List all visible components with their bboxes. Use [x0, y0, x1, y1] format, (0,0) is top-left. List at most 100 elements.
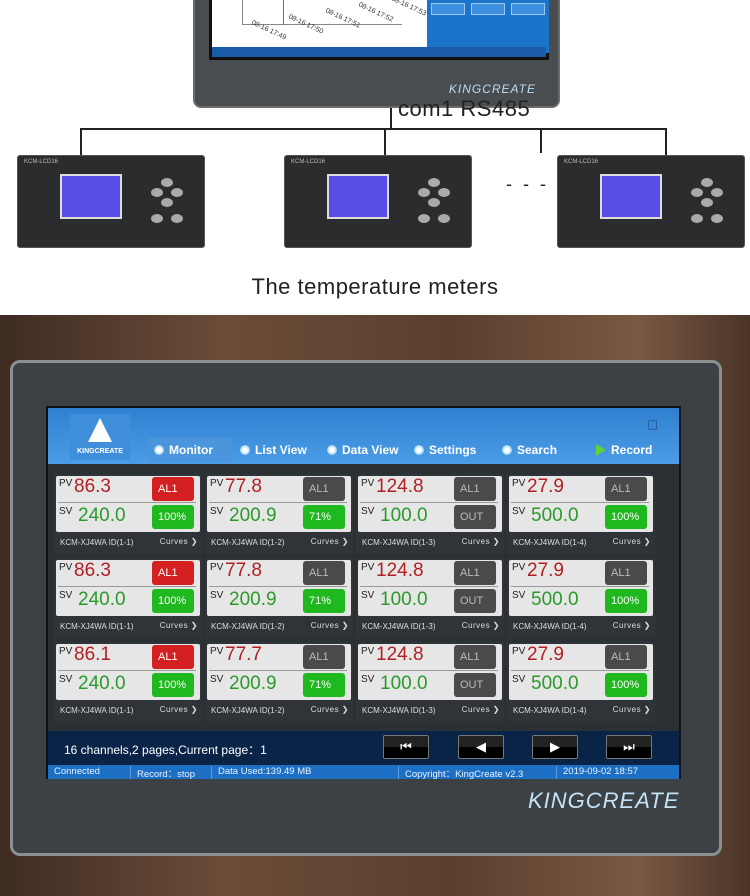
curves-link[interactable]: Curves ❯ [310, 537, 349, 546]
meter-key [151, 188, 163, 197]
curves-link[interactable]: Curves ❯ [612, 621, 651, 630]
host-screen: 08-16 17:49 08-16 17:50 08-16 17:51 08-1… [209, 0, 549, 60]
temperature-meter: KCM-LCD16 [284, 155, 472, 248]
tablet-device: KINGCREATE Monitor List View Data View S… [10, 360, 722, 856]
sv-value: 100.0 [380, 505, 428, 526]
alarm-badge: AL1 [605, 477, 647, 501]
pv-value: 77.7 [225, 644, 262, 665]
output-badge: OUT [454, 505, 496, 529]
channel-card[interactable]: PV 124.8 SV 100.0 AL1 OUT KCM-XJ4WA ID(1… [356, 474, 504, 554]
window-button[interactable] [648, 420, 657, 430]
page-info: 16 channels,2 pages,Current page：1 [64, 743, 267, 757]
output-badge: 100% [605, 589, 647, 613]
channel-card[interactable]: PV 86.3 SV 240.0 AL1 100% KCM-XJ4WA ID(1… [54, 474, 202, 554]
meter-key [701, 198, 713, 207]
pagination-bar: 16 channels,2 pages,Current page：1 ⏮ ◀ ▶… [48, 731, 679, 765]
alarm-badge: AL1 [303, 561, 345, 585]
tab-label: List View [255, 443, 307, 457]
meter-key [438, 188, 450, 197]
curves-link[interactable]: Curves ❯ [310, 621, 349, 630]
channel-card[interactable]: PV 86.1 SV 240.0 AL1 100% KCM-XJ4WA ID(1… [54, 642, 202, 722]
curves-link[interactable]: Curves ❯ [159, 705, 198, 714]
sv-label: SV [210, 674, 224, 685]
divider [511, 586, 649, 587]
channel-card[interactable]: PV 124.8 SV 100.0 AL1 OUT KCM-XJ4WA ID(1… [356, 558, 504, 638]
tab-data-view[interactable]: Data View [321, 438, 404, 462]
pv-value: 124.8 [376, 644, 424, 665]
pv-label: PV [512, 562, 526, 573]
sv-label: SV [361, 590, 375, 601]
curves-link[interactable]: Curves ❯ [159, 621, 198, 630]
alarm-badge: AL1 [152, 645, 194, 669]
radio-icon [502, 445, 512, 455]
pv-label: PV [59, 562, 73, 573]
prev-page-button[interactable]: ◀ [458, 735, 504, 759]
host-monitor: 08-16 17:49 08-16 17:50 08-16 17:51 08-1… [193, 0, 560, 108]
meter-lcd [600, 174, 662, 219]
sv-label: SV [361, 674, 375, 685]
tab-settings[interactable]: Settings [408, 438, 482, 462]
sv-value: 500.0 [531, 589, 579, 610]
sv-value: 200.9 [229, 589, 277, 610]
curves-link[interactable]: Curves ❯ [159, 537, 198, 546]
tab-monitor[interactable]: Monitor [148, 438, 232, 462]
tab-label: Search [517, 443, 558, 457]
device-id: KCM-XJ4WA ID(1-2) [211, 622, 285, 631]
divider [511, 502, 649, 503]
channel-card[interactable]: PV 27.9 SV 500.0 AL1 100% KCM-XJ4WA ID(1… [507, 474, 655, 554]
channel-card[interactable]: PV 77.8 SV 200.9 AL1 71% KCM-XJ4WA ID(1-… [205, 474, 353, 554]
device-id: KCM-XJ4WA ID(1-4) [513, 706, 587, 715]
temperature-meter: KCM-LCD16 [17, 155, 205, 248]
tab-search[interactable]: Search [496, 438, 563, 462]
tab-label: Settings [429, 443, 477, 457]
output-badge: OUT [454, 589, 496, 613]
host-status-bar [212, 47, 546, 57]
pv-value: 86.3 [74, 476, 111, 497]
curves-link[interactable]: Curves ❯ [461, 621, 500, 630]
channel-card[interactable]: PV 124.8 SV 100.0 AL1 OUT KCM-XJ4WA ID(1… [356, 642, 504, 722]
pv-value: 27.9 [527, 560, 564, 581]
output-badge: 100% [152, 589, 194, 613]
curves-link[interactable]: Curves ❯ [461, 537, 500, 546]
host-panel [427, 0, 549, 53]
alarm-badge: AL1 [454, 561, 496, 585]
divider [209, 502, 347, 503]
channel-card[interactable]: PV 77.7 SV 200.9 AL1 71% KCM-XJ4WA ID(1-… [205, 642, 353, 722]
tab-record[interactable]: Record [590, 438, 658, 462]
meter-key [438, 214, 450, 223]
top-diagram: 08-16 17:49 08-16 17:50 08-16 17:51 08-1… [0, 0, 750, 315]
logo-mountain-icon [88, 418, 112, 442]
divider [360, 586, 498, 587]
divider [511, 670, 649, 671]
channel-card[interactable]: PV 27.9 SV 500.0 AL1 100% KCM-XJ4WA ID(1… [507, 642, 655, 722]
curves-link[interactable]: Curves ❯ [612, 705, 651, 714]
curves-link[interactable]: Curves ❯ [461, 705, 500, 714]
pv-value: 86.3 [74, 560, 111, 581]
pv-value: 27.9 [527, 644, 564, 665]
pv-label: PV [210, 562, 224, 573]
next-page-button[interactable]: ▶ [532, 735, 578, 759]
curves-link[interactable]: Curves ❯ [612, 537, 651, 546]
tab-list-view[interactable]: List View [234, 438, 313, 462]
channel-card[interactable]: PV 27.9 SV 500.0 AL1 100% KCM-XJ4WA ID(1… [507, 558, 655, 638]
wood-background: KINGCREATE Monitor List View Data View S… [0, 315, 750, 896]
sv-label: SV [210, 590, 224, 601]
curves-link[interactable]: Curves ❯ [310, 705, 349, 714]
meter-key [691, 214, 703, 223]
ellipsis-dash: - - - [506, 174, 549, 194]
radio-icon [414, 445, 424, 455]
pv-value: 27.9 [527, 476, 564, 497]
bus-line [390, 108, 392, 129]
channel-card[interactable]: PV 77.8 SV 200.9 AL1 71% KCM-XJ4WA ID(1-… [205, 558, 353, 638]
sv-value: 200.9 [229, 505, 277, 526]
bus-drop [80, 128, 82, 155]
channel-card[interactable]: PV 86.3 SV 240.0 AL1 100% KCM-XJ4WA ID(1… [54, 558, 202, 638]
meter-key [701, 178, 713, 187]
first-page-button[interactable]: ⏮ [383, 735, 429, 759]
pv-label: PV [361, 562, 375, 573]
device-id: KCM-XJ4WA ID(1-1) [60, 706, 134, 715]
meter-key [161, 178, 173, 187]
meter-key [418, 188, 430, 197]
tab-label: Monitor [169, 443, 213, 457]
last-page-button[interactable]: ⏭ [606, 735, 652, 759]
